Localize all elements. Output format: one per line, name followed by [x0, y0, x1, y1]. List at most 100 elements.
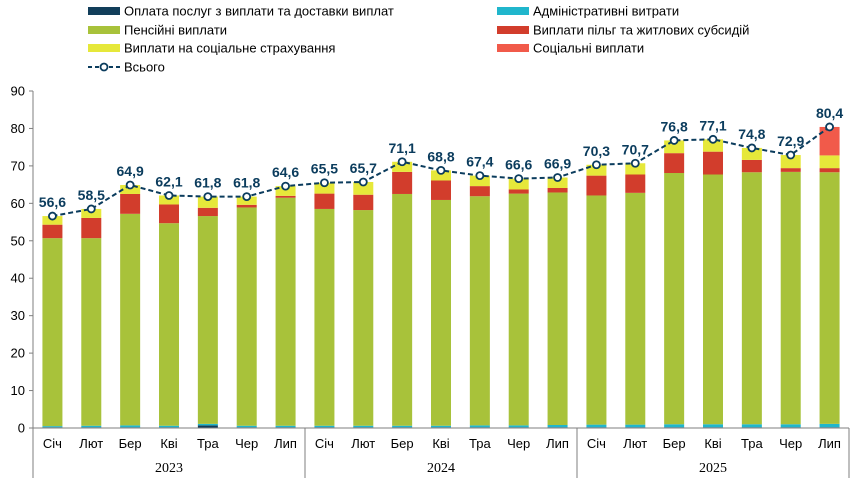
bar-segment-3 [508, 193, 529, 426]
bar-segment-3 [780, 171, 801, 425]
year-label: 2023 [155, 461, 183, 476]
bar-segment-4 [81, 217, 102, 239]
bar-segment-5 [780, 155, 801, 169]
total-data-label: 74,8 [738, 126, 765, 142]
bar-segment-2 [819, 423, 840, 428]
x-tick-label: Бер [391, 436, 414, 451]
total-data-label: 56,6 [39, 194, 66, 210]
bar-segment-4 [159, 204, 179, 224]
total-data-label: 65,5 [311, 161, 338, 177]
x-tick-label: Лют [79, 436, 103, 451]
y-tick-label: 50 [11, 233, 25, 248]
y-tick-label: 60 [11, 196, 25, 211]
bar-segment-2 [547, 425, 568, 428]
bar-segment-6 [819, 126, 840, 156]
x-tick-label: Чер [235, 436, 258, 451]
legend-label-5: Виплати на соціальне страхування [124, 41, 335, 56]
total-marker [669, 136, 679, 145]
y-tick-label: 0 [18, 421, 25, 436]
legend-label-3: Пенсійні виплати [124, 23, 227, 38]
total-data-label: 64,6 [272, 164, 299, 180]
bar-segment-5 [159, 195, 179, 205]
bar-segment-4 [197, 207, 218, 217]
total-marker [475, 171, 485, 181]
bar-segment-4 [547, 187, 568, 193]
bar-segment-3 [625, 192, 646, 425]
bar-segment-4 [586, 175, 607, 196]
bar-segment-3 [275, 197, 296, 426]
bar-segment-3 [547, 192, 568, 426]
bar-segment-4 [120, 193, 141, 214]
bar-segment-2 [664, 424, 685, 428]
total-marker [48, 211, 57, 221]
total-data-label: 70,3 [583, 143, 610, 159]
bar-segment-4 [392, 171, 413, 194]
bar-segment-5 [508, 178, 529, 190]
bar-segment-3 [236, 207, 257, 426]
x-tick-label: Чер [507, 436, 530, 451]
legend-swatch-2 [497, 7, 529, 15]
legend-swatch-3 [88, 26, 120, 34]
bar-segment-3 [703, 174, 723, 425]
total-data-label: 64,9 [117, 163, 144, 179]
bar-segment-5 [314, 182, 335, 194]
total-marker [281, 181, 290, 191]
bar-segment-5 [741, 147, 762, 160]
total-marker [242, 192, 252, 201]
total-marker [514, 174, 524, 184]
total-marker [708, 134, 718, 144]
bar-segment-2 [42, 426, 63, 428]
bar-segment-3 [741, 172, 762, 425]
bar-segment-3 [81, 238, 102, 426]
total-data-label: 66,9 [544, 155, 571, 171]
bar-segment-2 [741, 424, 762, 428]
total-data-label: 77,1 [699, 117, 726, 133]
bar-segment-2 [120, 425, 141, 428]
bar-segment-2 [353, 425, 374, 428]
bar-segment-3 [469, 196, 490, 426]
total-data-label: 67,4 [466, 154, 493, 170]
x-tick-label: Лип [818, 436, 841, 451]
x-tick-label: Лип [546, 436, 569, 451]
x-tick-label: Тра [197, 436, 219, 451]
bar-segment-4 [353, 194, 374, 211]
total-data-label: 80,4 [816, 105, 843, 121]
x-tick-label: Лют [351, 436, 375, 451]
x-tick-label: Лип [274, 436, 297, 451]
total-data-label: 68,8 [427, 148, 454, 164]
total-data-label: 72,9 [777, 133, 804, 149]
total-marker [825, 122, 834, 132]
y-tick-label: 70 [11, 158, 25, 173]
bar-segment-3 [159, 223, 179, 426]
bar-segment-4 [431, 180, 451, 200]
bar-segment-3 [431, 199, 451, 426]
total-marker [747, 143, 757, 153]
bar-segment-2 [586, 424, 607, 428]
legend-swatch-6 [497, 44, 529, 52]
bar-segment-2 [392, 425, 413, 428]
bar-segment-4 [508, 189, 529, 194]
bar-segment-5 [469, 175, 490, 187]
bar-segment-3 [314, 208, 335, 426]
bar-segment-3 [586, 195, 607, 425]
x-tick-label: Тра [741, 436, 763, 451]
total-line: 56,6 58,5 64,9 62,1 61,8 61,8 64,6 65,5 65,7 71,1… [39, 105, 843, 221]
bar-segment-4 [625, 174, 646, 193]
legend-swatch-1 [88, 7, 120, 15]
bar-segment-2 [81, 425, 102, 428]
bar-segment-4 [741, 159, 762, 173]
bar-segment-2 [275, 425, 296, 428]
total-data-label: 65,7 [350, 160, 377, 176]
x-tick-label: Бер [663, 436, 686, 451]
bar-segment-5 [625, 163, 646, 175]
x-tick-label: Лют [623, 436, 647, 451]
bar-segment-2 [703, 424, 723, 428]
total-marker [125, 180, 135, 190]
total-marker [397, 157, 407, 167]
legend-label-6: Соціальні виплати [533, 41, 644, 56]
x-tick-label: Тра [469, 436, 491, 451]
total-data-label: 62,1 [155, 173, 182, 189]
bar-segment-5 [703, 139, 723, 152]
x-tick-label: Кві [704, 436, 721, 451]
